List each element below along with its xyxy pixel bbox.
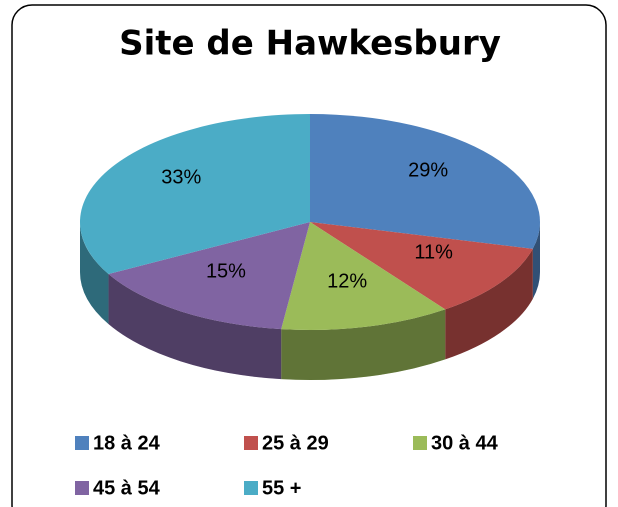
legend-swatch [413, 436, 427, 450]
slice-top [108, 222, 310, 330]
slice-top [310, 114, 540, 249]
data-label: 11% [414, 242, 453, 264]
slice-side-shade [80, 222, 109, 325]
data-label: 12% [327, 270, 367, 292]
slice-side-shade [445, 248, 533, 360]
slice-side [80, 222, 109, 325]
slice-side [532, 222, 540, 299]
legend-label: 55 + [262, 477, 301, 499]
legend-swatch [244, 436, 258, 450]
pie-slice [281, 222, 446, 381]
slice-side-shade [108, 274, 282, 380]
legend-swatch [75, 481, 89, 495]
slice-side-shade [532, 222, 540, 299]
slice-side [445, 248, 533, 360]
data-label: 15% [206, 260, 246, 282]
pie-slice [79, 114, 310, 325]
legend-swatch [75, 436, 89, 450]
legend-label: 30 à 44 [431, 432, 499, 454]
data-label: 29% [408, 159, 448, 181]
legend-label: 25 à 29 [262, 432, 329, 454]
slice-top [310, 222, 533, 310]
legend-swatch [244, 481, 258, 495]
slice-top [79, 114, 310, 275]
data-label: 33% [161, 167, 201, 189]
pie-slice [310, 222, 533, 360]
legend-label: 45 à 54 [93, 477, 161, 499]
slice-side [281, 309, 446, 381]
slice-side [108, 274, 282, 380]
chart-title: Site de Hawkesbury [119, 24, 501, 64]
slice-top [281, 222, 446, 331]
slice-side-shade [281, 309, 446, 381]
pie-slice [310, 114, 540, 299]
pie-slice [108, 222, 310, 380]
legend-label: 18 à 24 [93, 432, 161, 454]
